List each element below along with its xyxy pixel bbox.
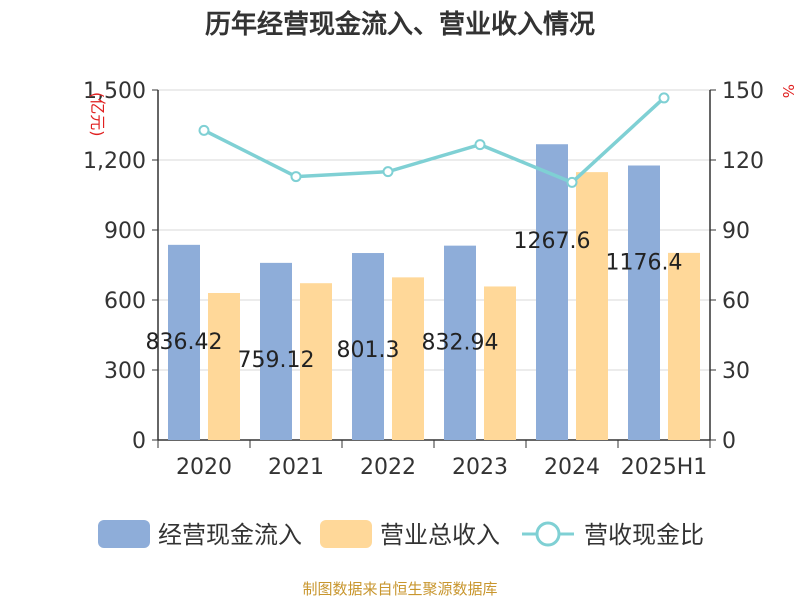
y-right-tick-label: 120 (722, 149, 764, 174)
bar-cash-inflow (352, 253, 384, 440)
data-label-cash-inflow: 759.12 (238, 348, 315, 373)
y-right-tick-label: 30 (722, 359, 750, 384)
x-tick-label: 2025H1 (621, 455, 708, 480)
legend-swatch-ratio-marker (535, 521, 561, 547)
bar-revenue (300, 283, 332, 440)
legend-label-cash-inflow: 经营现金流入 (158, 521, 302, 549)
legend-swatch-revenue (320, 520, 372, 548)
bar-cash-inflow (168, 244, 200, 440)
data-label-cash-inflow: 1176.4 (606, 251, 683, 276)
bar-cash-inflow (444, 245, 476, 440)
data-label-cash-inflow: 832.94 (422, 331, 499, 356)
y-right-unit: % (779, 84, 797, 98)
y-left-tick-label: 900 (104, 219, 146, 244)
legend-label-revenue: 营业总收入 (380, 521, 500, 549)
bar-revenue (576, 172, 608, 440)
bar-revenue (484, 286, 516, 440)
point-ratio (290, 171, 302, 183)
bar-revenue (208, 293, 240, 440)
bar-revenue (392, 277, 424, 440)
y-left-tick-label: 1,500 (83, 79, 146, 104)
source-note: 制图数据来自恒生聚源数据库 (302, 580, 498, 598)
data-label-cash-inflow: 836.42 (146, 330, 223, 355)
point-ratio (382, 166, 394, 178)
bar-cash-inflow (536, 144, 568, 440)
bar-cash-inflow (260, 262, 292, 440)
data-label-cash-inflow: 1267.6 (514, 229, 591, 254)
y-right-tick-label: 0 (722, 429, 736, 454)
y-left-tick-label: 300 (104, 359, 146, 384)
legend-swatch-cash-inflow (98, 520, 150, 548)
x-tick-label: 2021 (268, 455, 324, 480)
x-tick-label: 2022 (360, 455, 416, 480)
x-tick-label: 2023 (452, 455, 508, 480)
point-ratio (474, 139, 486, 151)
data-label-cash-inflow: 801.3 (337, 338, 400, 363)
chart-title: 历年经营现金流入、营业收入情况 (204, 10, 595, 40)
line-ratio (203, 96, 666, 185)
y-right-tick-label: 90 (722, 219, 750, 244)
bar-cash-inflow (628, 165, 660, 441)
y-left-tick-label: 1,200 (83, 149, 146, 174)
legend-label-ratio: 营收现金比 (584, 521, 704, 549)
x-tick-label: 2020 (176, 455, 232, 480)
y-left-tick-label: 0 (132, 429, 146, 454)
point-ratio (658, 92, 670, 104)
y-left-tick-label: 600 (104, 289, 146, 314)
x-tick-label: 2024 (544, 455, 600, 480)
bar-revenue (668, 252, 700, 440)
y-right-tick-label: 60 (722, 289, 750, 314)
point-ratio (566, 176, 578, 188)
y-left-unit: (亿元) (88, 92, 107, 137)
point-ratio (198, 124, 210, 136)
y-right-tick-label: 150 (722, 79, 764, 104)
